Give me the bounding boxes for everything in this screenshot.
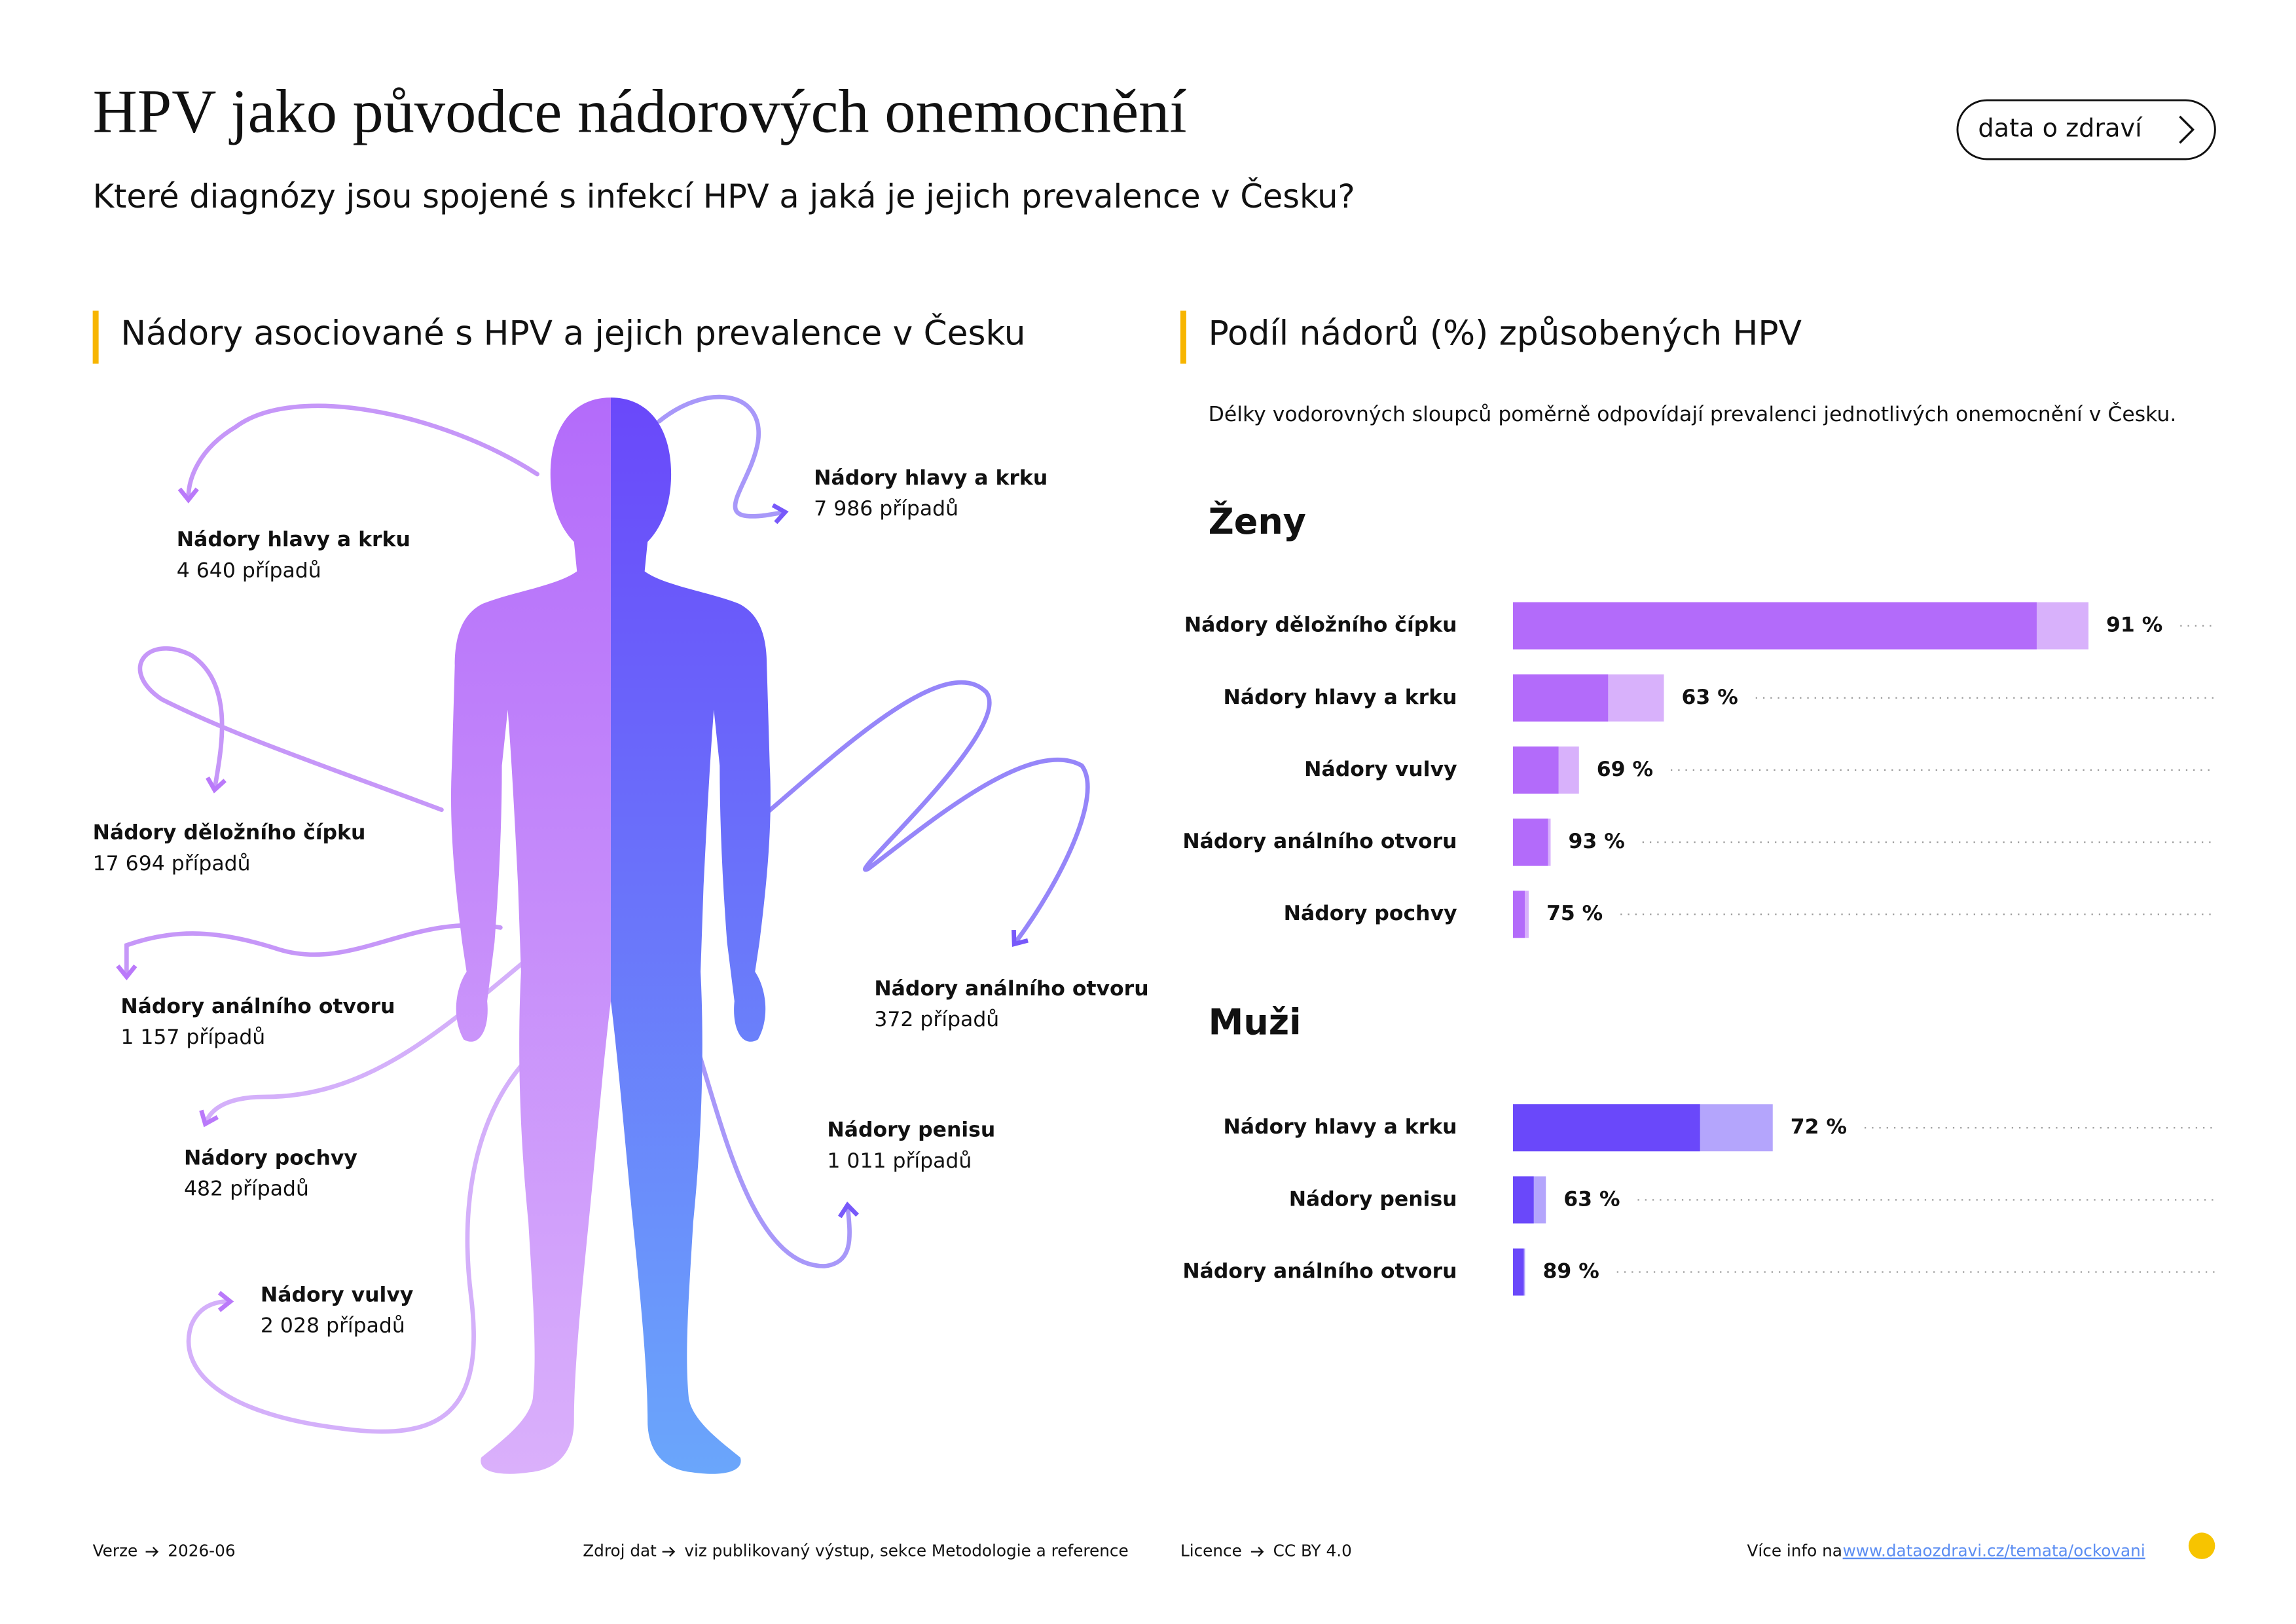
bar-hpv-share bbox=[1513, 891, 1525, 938]
footer-value: 2026-06 bbox=[168, 1541, 235, 1560]
value-label: 93 % bbox=[1568, 830, 1624, 853]
bar-hpv-share bbox=[1513, 1248, 1524, 1296]
footer-label: Více info na bbox=[1747, 1541, 1842, 1560]
value-label: 75 % bbox=[1546, 902, 1603, 925]
data-button[interactable]: data o zdraví bbox=[1956, 99, 2216, 160]
body-left-half bbox=[450, 397, 611, 1474]
page-title: HPV jako původce nádorových onemocnění bbox=[93, 78, 1187, 146]
footer: Verze 2026-06 Zdroj dat viz publikovaný … bbox=[93, 1532, 2215, 1560]
figure-label-name: Nádory hlavy a krku bbox=[814, 466, 1048, 490]
accent-bar bbox=[92, 310, 99, 364]
figure-label-name: Nádory pochvy bbox=[184, 1146, 357, 1170]
footer-arrow bbox=[662, 1547, 676, 1557]
figure-label-cases: 372 případů bbox=[874, 1008, 999, 1031]
curve bbox=[186, 1013, 591, 1434]
figure-label-cases: 1 011 případů bbox=[827, 1149, 972, 1173]
figure-label-name: Nádory análního otvoru bbox=[120, 995, 395, 1018]
category-label: Nádory hlavy a krku bbox=[1224, 1115, 1457, 1139]
body-figure bbox=[450, 397, 771, 1474]
bar-hpv-share bbox=[1513, 746, 1559, 794]
category-label: Nádory penisu bbox=[1289, 1187, 1457, 1211]
figure-label-cases: 17 694 případů bbox=[93, 852, 251, 876]
accent-bar bbox=[1180, 310, 1186, 364]
value-label: 63 % bbox=[1682, 686, 1738, 709]
logo bbox=[2188, 1532, 2215, 1559]
figure-label-cases: 4 640 případů bbox=[177, 559, 321, 582]
body-right-half bbox=[610, 397, 771, 1474]
category-label: Nádory děložního čípku bbox=[1184, 614, 1457, 637]
curve bbox=[177, 403, 539, 504]
footer-arrow bbox=[145, 1547, 159, 1557]
bar-hpv-share bbox=[1513, 1104, 1700, 1152]
footer-link[interactable]: www.dataozdravi.cz/temata/ockovani bbox=[1843, 1541, 2145, 1560]
button-frame[interactable] bbox=[1956, 99, 2216, 160]
footer-label: Licence bbox=[1180, 1541, 1242, 1560]
footer-label: Verze bbox=[93, 1541, 138, 1560]
curve bbox=[689, 1028, 860, 1268]
chart-title: Podíl nádorů (%) způsobených HPV bbox=[1209, 314, 1802, 354]
bar-hpv-share bbox=[1513, 674, 1609, 722]
group-label: Muži bbox=[1209, 1001, 1302, 1043]
footer-arrow bbox=[1250, 1547, 1264, 1557]
footer-label: Zdroj dat bbox=[583, 1541, 657, 1560]
chart-subtitle: Délky vodorovných sloupců poměrně odpoví… bbox=[1209, 401, 2177, 426]
footer-value: viz publikovaný výstup, sekce Metodologi… bbox=[684, 1541, 1128, 1560]
value-label: 89 % bbox=[1542, 1260, 1599, 1283]
curve bbox=[116, 923, 503, 981]
category-label: Nádory análního otvoru bbox=[1182, 830, 1457, 853]
button-chevron[interactable] bbox=[2179, 115, 2195, 144]
value-label: 91 % bbox=[2106, 614, 2162, 637]
value-label: 63 % bbox=[1563, 1187, 1620, 1211]
decorative-curves bbox=[116, 394, 1090, 1434]
curve bbox=[733, 680, 1090, 947]
curve bbox=[137, 646, 444, 812]
page-subtitle: Které diagnózy jsou spojené s infekcí HP… bbox=[93, 177, 1355, 215]
figure-label-cases: 2 028 případů bbox=[261, 1314, 405, 1338]
figure-heading: Nádory asociované s HPV a jejich prevale… bbox=[120, 313, 1025, 354]
curve bbox=[657, 394, 789, 525]
category-label: Nádory hlavy a krku bbox=[1224, 686, 1457, 709]
figure-label-name: Nádory vulvy bbox=[261, 1283, 413, 1306]
figure-label-name: Nádory děložního čípku bbox=[93, 821, 366, 845]
figure-label-name: Nádory hlavy a krku bbox=[177, 528, 410, 551]
category-label: Nádory vulvy bbox=[1304, 758, 1457, 781]
category-label: Nádory pochvy bbox=[1284, 902, 1457, 925]
button-label[interactable]: data o zdraví bbox=[1978, 115, 2143, 143]
bar-hpv-share bbox=[1513, 1176, 1534, 1224]
figure-label-name: Nádory penisu bbox=[827, 1118, 995, 1142]
value-label: 69 % bbox=[1597, 758, 1653, 781]
footer-value: CC BY 4.0 bbox=[1273, 1541, 1352, 1560]
category-label: Nádory análního otvoru bbox=[1182, 1260, 1457, 1283]
figure-label-cases: 7 986 případů bbox=[814, 497, 958, 521]
bar-hpv-share bbox=[1513, 602, 2037, 650]
figure-label-name: Nádory análního otvoru bbox=[874, 977, 1148, 1001]
figure-label-cases: 482 případů bbox=[184, 1177, 309, 1201]
figure-label-cases: 1 157 případů bbox=[120, 1025, 265, 1049]
group-label: Ženy bbox=[1209, 501, 1306, 542]
value-label: 72 % bbox=[1791, 1115, 1847, 1139]
bar-hpv-share bbox=[1513, 819, 1548, 866]
